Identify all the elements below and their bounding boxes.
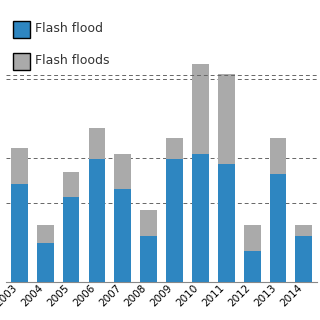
Bar: [37, 225, 54, 243]
Bar: [37, 243, 54, 282]
Bar: [140, 236, 157, 282]
Bar: [89, 159, 105, 282]
Bar: [295, 236, 312, 282]
Bar: [140, 210, 157, 236]
Bar: [114, 154, 131, 189]
Bar: [244, 225, 260, 251]
Bar: [63, 172, 79, 197]
Bar: [218, 74, 235, 164]
Bar: [269, 174, 286, 282]
Text: Flash floods: Flash floods: [35, 54, 110, 67]
Bar: [244, 251, 260, 282]
Bar: [166, 159, 183, 282]
Bar: [192, 154, 209, 282]
Bar: [192, 0, 209, 154]
Bar: [166, 138, 183, 159]
Bar: [63, 197, 79, 282]
Bar: [269, 138, 286, 174]
Bar: [218, 164, 235, 282]
Text: Flash flood: Flash flood: [35, 22, 103, 35]
Bar: [295, 225, 312, 236]
Bar: [114, 189, 131, 282]
Bar: [89, 128, 105, 159]
Bar: [11, 148, 28, 184]
Bar: [11, 184, 28, 282]
